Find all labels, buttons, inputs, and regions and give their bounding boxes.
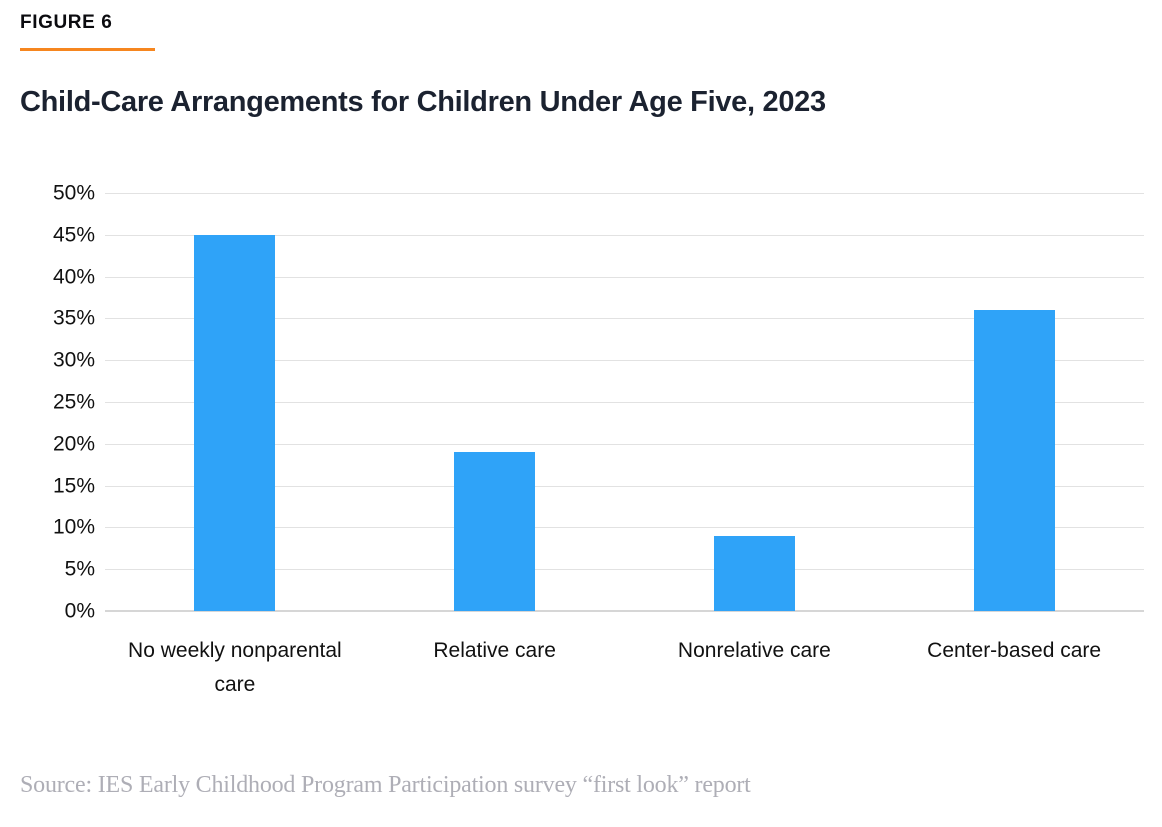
gridline: [105, 276, 1144, 278]
page-title: Child-Care Arrangements for Children Und…: [20, 86, 826, 118]
gridline: [105, 485, 1144, 487]
gridline: [105, 443, 1144, 445]
y-axis-tick-label: 45%: [52, 223, 95, 247]
y-axis-tick-label: 50%: [52, 181, 95, 205]
bar-no-weekly-nonparental-care: [194, 234, 276, 611]
bar-nonrelative-care: [713, 535, 795, 611]
figure-rule-accent: [20, 48, 155, 51]
gridline: [105, 360, 1144, 362]
gridline: [105, 318, 1144, 320]
y-axis-tick-label: 0%: [64, 599, 95, 623]
gridline: [105, 527, 1144, 529]
gridline: [105, 402, 1144, 403]
figure-label: FIGURE 6: [20, 12, 113, 33]
y-axis-tick-label: 40%: [52, 265, 95, 289]
gridline: [105, 569, 1144, 571]
bar-relative-care: [454, 452, 536, 611]
x-axis-category-label: Center-based care: [927, 639, 1102, 662]
source-note: Source: IES Early Childhood Program Part…: [20, 772, 751, 798]
y-axis-tick-label: 25%: [52, 390, 95, 414]
x-axis-category-label: No weekly nonparental care: [128, 639, 342, 697]
bar-chart-plot-area: 0% 5% 10% 15% 20% 25% 30% 35% 40% 45% 50% No weekly…: [53, 183, 1144, 696]
gridline: [105, 234, 1144, 236]
x-axis-baseline: [105, 610, 1144, 612]
gridline: [105, 193, 1144, 194]
x-axis-category-label: Nonrelative care: [677, 639, 831, 662]
bar-center-based-care: [973, 310, 1055, 611]
y-axis-tick-label: 5%: [64, 557, 95, 581]
y-axis-tick-label: 35%: [52, 306, 95, 330]
y-axis-tick-label: 10%: [52, 515, 95, 539]
y-axis-tick-label: 30%: [52, 348, 95, 372]
x-axis-category-label: Relative care: [433, 639, 556, 662]
y-axis-tick-label: 15%: [52, 474, 95, 498]
y-axis-tick-label: 20%: [52, 432, 95, 456]
